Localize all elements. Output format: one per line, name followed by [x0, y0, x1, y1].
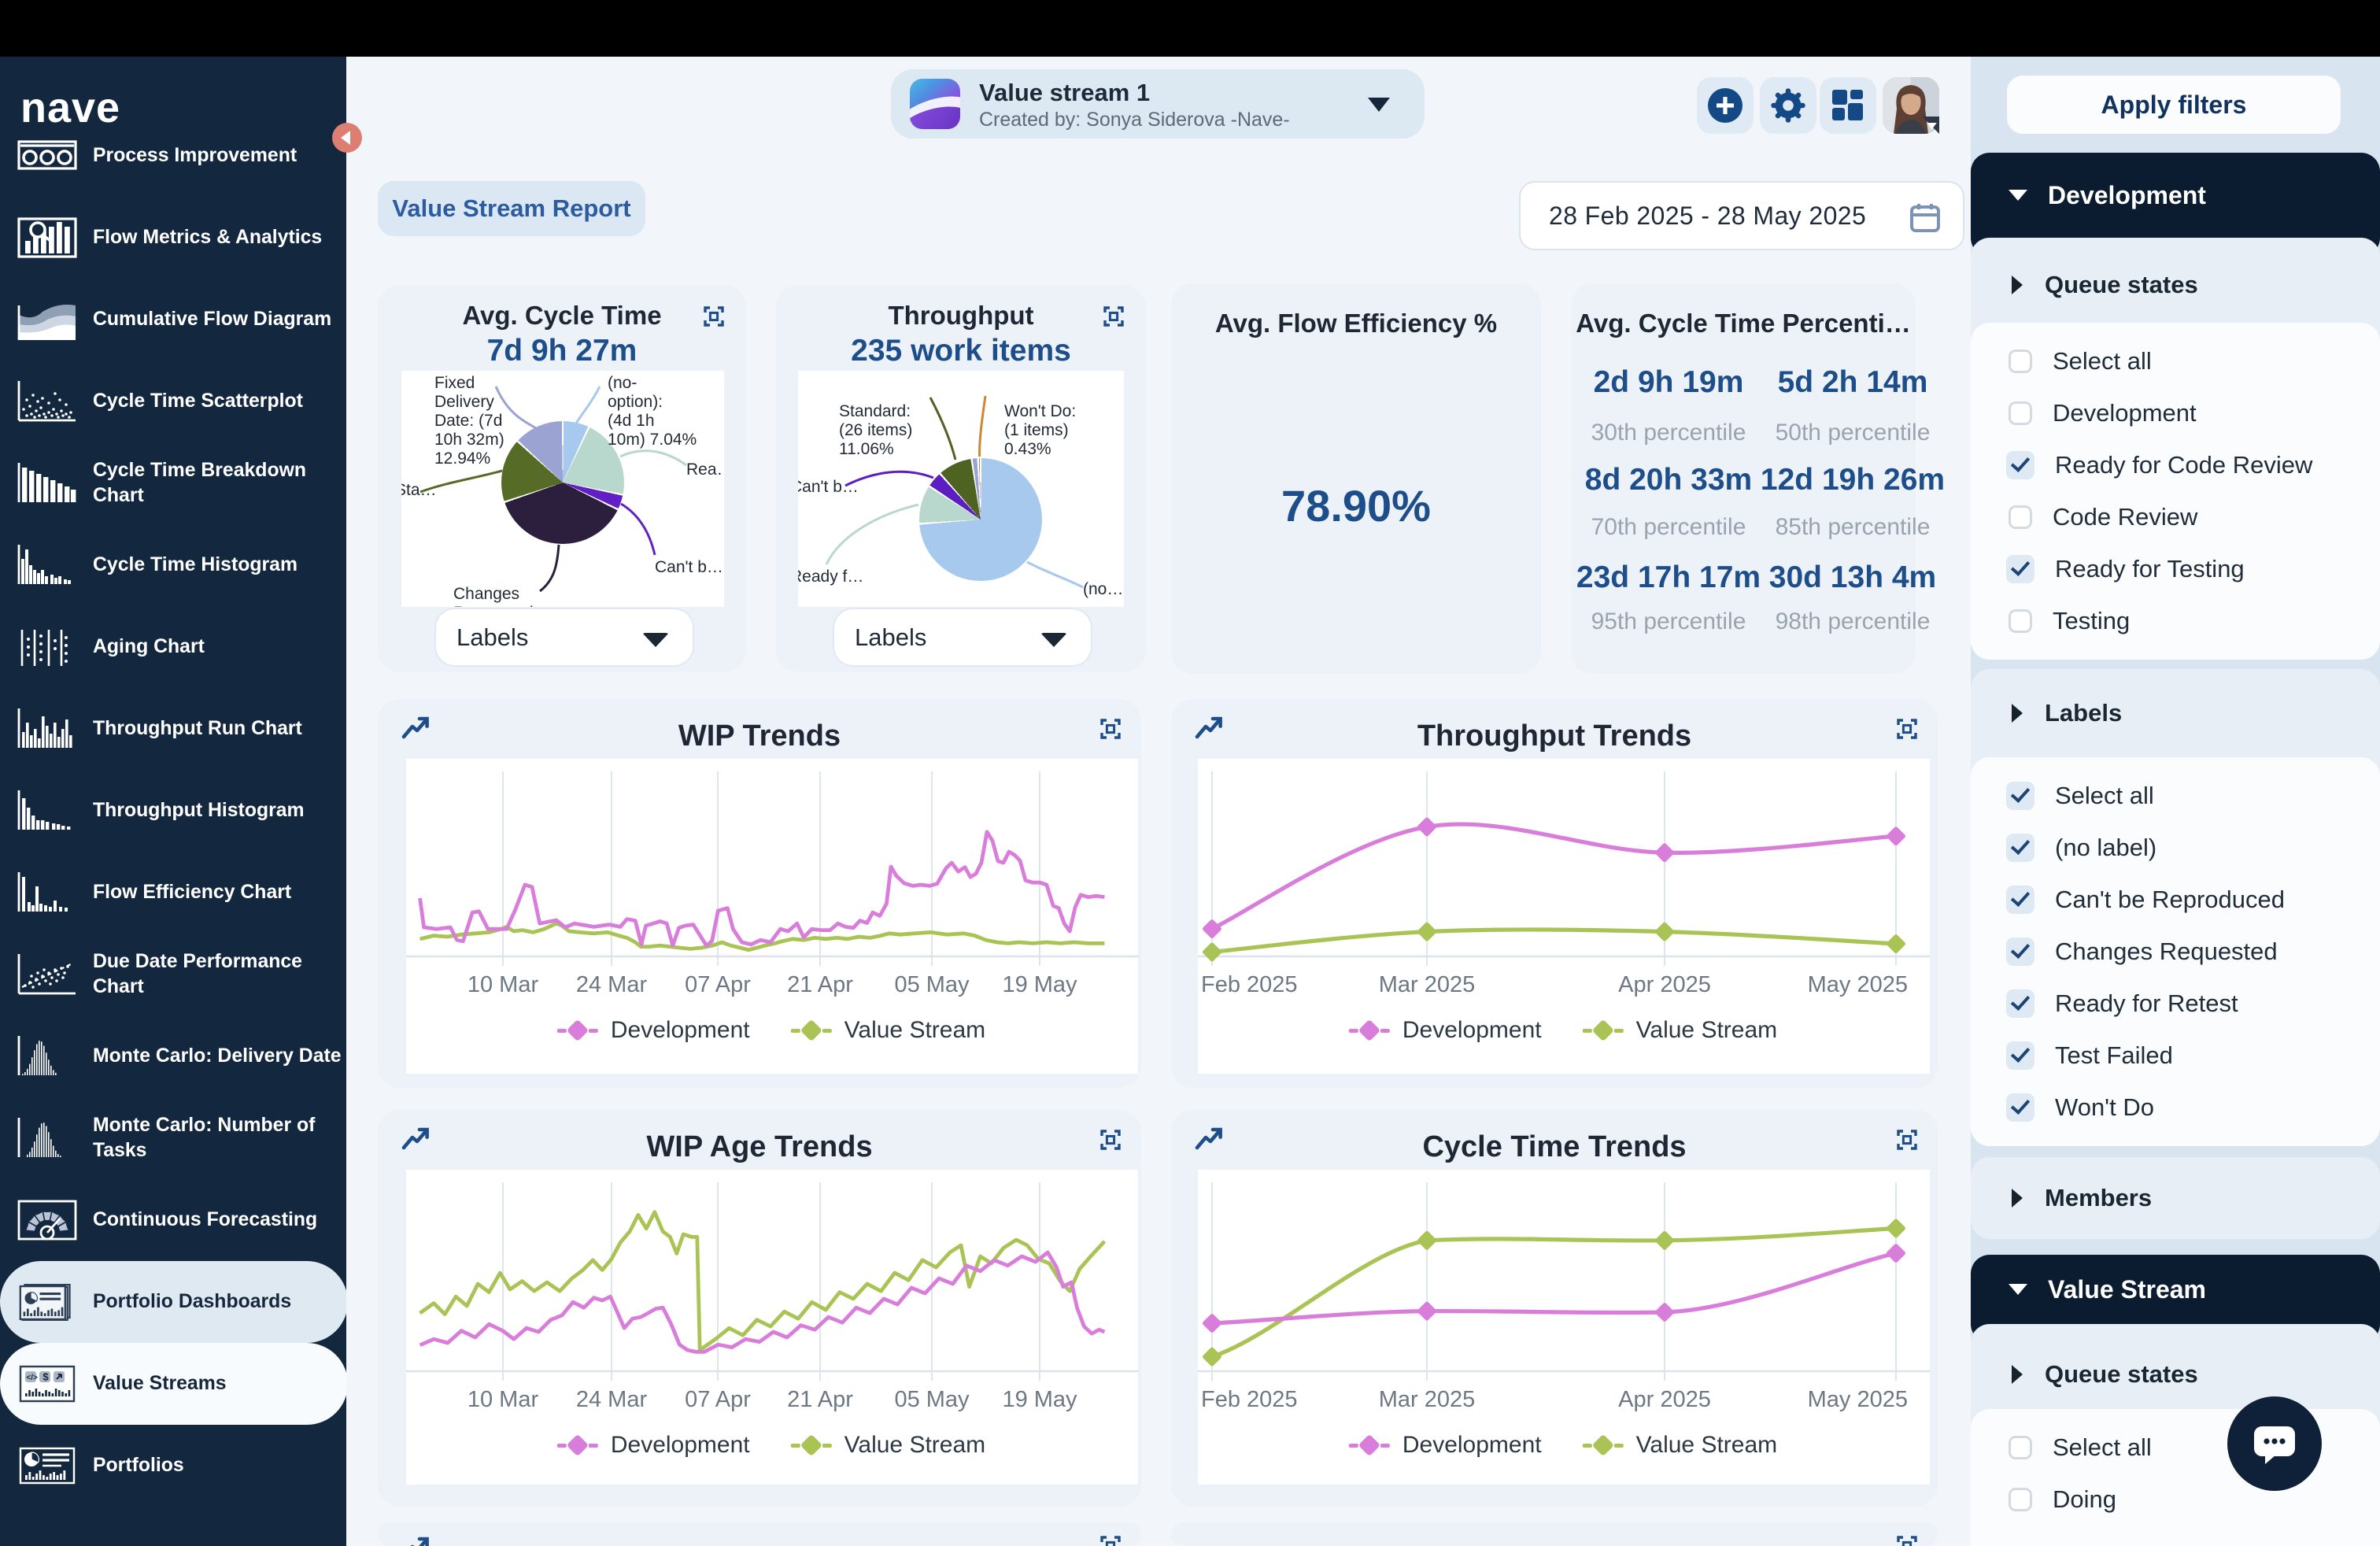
svg-text:$: $ [42, 1371, 49, 1383]
svg-text:</>: </> [26, 1374, 38, 1382]
